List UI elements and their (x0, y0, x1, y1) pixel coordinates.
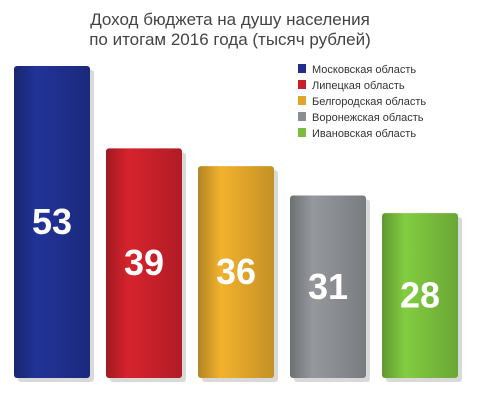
bar-value-label: 31 (308, 266, 348, 307)
legend-swatch (298, 112, 306, 121)
bar-2 (198, 166, 274, 378)
chart-title: Доход бюджета на душу населения (90, 10, 370, 29)
bar-value-label: 53 (32, 201, 72, 242)
legend-label: Ивановская область (312, 128, 416, 140)
legend-label: Московская область (312, 64, 416, 76)
chart-subtitle: по итогам 2016 года (тысяч рублей) (89, 30, 371, 49)
legend-swatch (298, 96, 306, 105)
legend-swatch (298, 64, 306, 73)
bar-value-label: 28 (400, 275, 440, 316)
bar-3 (290, 195, 366, 378)
legend-label: Воронежская область (312, 112, 424, 124)
legend-swatch (298, 128, 306, 137)
legend-swatch (298, 80, 306, 89)
legend-label: Белгородская область (312, 96, 426, 108)
bar-0 (14, 66, 90, 378)
legend-label: Липецкая область (312, 80, 405, 92)
bar-4 (382, 213, 458, 378)
bar-value-label: 39 (124, 242, 164, 283)
bar-value-label: 36 (216, 251, 256, 292)
bar-1 (106, 148, 182, 378)
